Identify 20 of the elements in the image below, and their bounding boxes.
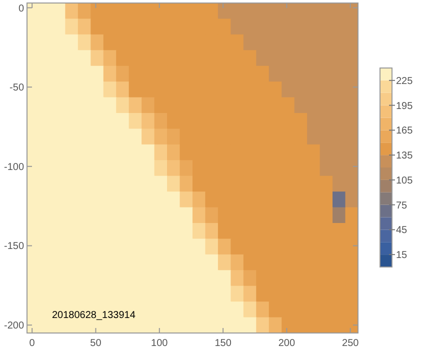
color-bar-label: 195 <box>396 100 414 112</box>
y-tick-label: -200 <box>4 320 24 332</box>
x-tick-label: 50 <box>90 338 102 349</box>
color-bar-label: 105 <box>396 175 414 186</box>
color-bar-label: 135 <box>396 150 414 162</box>
x-tick-label: 0 <box>29 338 36 349</box>
y-tick-label: 0 <box>18 3 24 14</box>
color-bar-label: 45 <box>396 225 408 236</box>
x-tick-label: 100 <box>151 338 168 349</box>
x-tick-label: 200 <box>278 338 296 349</box>
annotation: 20180628_133914 <box>52 310 136 321</box>
color-bar-label: 75 <box>396 200 408 212</box>
color-bar-label: 225 <box>396 76 414 87</box>
color-bar-label: 15 <box>396 250 408 262</box>
x-tick-label: 150 <box>214 338 232 349</box>
y-tick-label: -150 <box>4 241 24 252</box>
color-bar-label: 165 <box>396 126 414 137</box>
x-tick-label: 250 <box>342 338 360 349</box>
y-tick-label: -100 <box>4 162 24 173</box>
y-tick-label: -50 <box>10 82 24 94</box>
